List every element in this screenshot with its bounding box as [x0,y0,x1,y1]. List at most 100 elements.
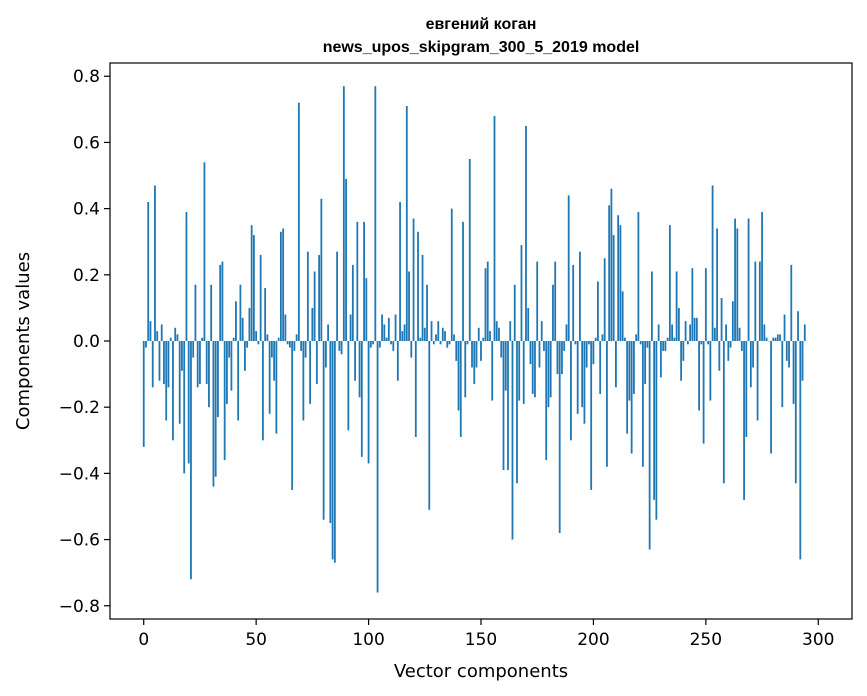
bar-118 [408,271,410,341]
bar-181 [549,341,552,398]
bar-182 [552,284,554,341]
bar-187 [563,341,566,351]
y-tick-label: −0.4 [59,464,100,484]
x-tick-label: 200 [577,630,609,650]
bar-193 [576,341,579,414]
bar-21 [190,341,192,580]
bar-85 [333,341,336,563]
bar-184 [556,341,559,375]
bar-22 [192,341,195,358]
bar-192 [574,341,577,345]
bar-10 [165,341,168,421]
bar-230 [659,341,662,378]
bar-58 [273,341,276,381]
y-tick-label: −0.2 [59,398,100,418]
bar-101 [369,341,372,348]
bar-122 [417,231,419,341]
bar-112 [394,314,397,341]
bar-171 [527,307,530,341]
bar-293 [801,341,804,381]
bar-12 [169,337,172,341]
bar-270 [749,341,752,388]
bar-247 [698,341,700,411]
y-tick-label: −0.6 [59,531,100,551]
bar-258 [722,341,725,484]
bar-190 [570,341,572,441]
bar-205 [603,258,606,341]
bar-16 [178,341,181,424]
bar-218 [633,341,635,394]
bar-23 [194,284,197,341]
bar-248 [700,341,703,345]
x-axis-label: Vector components [394,661,568,682]
bar-259 [725,324,727,341]
bar-225 [648,341,651,550]
bar-203 [599,341,602,394]
bar-239 [680,341,683,381]
bar-93 [351,264,354,341]
bar-79 [320,198,323,341]
bar-188 [565,324,568,341]
bar-119 [410,341,413,358]
bar-141 [459,341,462,437]
bar-154 [489,331,491,341]
bar-133 [441,327,444,341]
bar-186 [561,341,563,375]
bar-266 [740,341,743,351]
bar-18 [183,341,186,474]
bar-226 [650,271,653,341]
bar-256 [718,341,721,371]
bar-145 [468,158,471,341]
x-tick-label: 0 [138,630,149,650]
y-tick-label: 0.8 [73,67,100,87]
bar-261 [729,341,732,348]
y-tick-label: 0.0 [73,332,100,352]
bar-8 [160,324,163,341]
bar-34 [219,264,222,341]
bar-174 [534,341,536,398]
bar-86 [336,251,338,341]
y-tick-label: 0.4 [73,200,100,220]
bar-140 [457,341,460,411]
bar-149 [477,327,480,341]
y-tick-label: −0.8 [59,597,100,617]
bar-36 [223,341,226,461]
bar-252 [709,341,712,401]
bar-274 [758,261,761,341]
bar-235 [671,324,674,341]
bar-115 [401,331,404,341]
bar-123 [419,337,422,341]
bar-285 [783,314,786,341]
bar-50 [255,331,258,341]
bar-87 [338,341,341,351]
bar-172 [529,341,532,365]
bar-31 [212,341,215,487]
bar-72 [304,341,307,358]
bar-64 [286,341,289,345]
bar-45 [244,341,246,371]
bar-19 [185,211,188,341]
bar-66 [291,341,294,490]
bar-245 [693,317,696,341]
bar-84 [331,341,334,560]
bar-162 [507,341,509,471]
bar-5 [154,185,156,341]
x-tick-label: 150 [465,630,497,650]
y-tick-label: 0.6 [73,133,100,153]
bar-280 [772,337,775,341]
bar-253 [711,185,714,341]
bar-243 [689,324,692,341]
bar-150 [480,341,482,361]
bar-153 [486,261,489,341]
bar-179 [545,341,548,461]
bar-185 [558,341,561,533]
bar-232 [664,341,667,351]
bar-206 [606,341,608,467]
bar-131 [437,321,440,341]
bar-155 [491,341,494,401]
bar-276 [763,324,766,341]
chart-title: евгений коган [426,16,537,33]
bar-27 [203,162,206,341]
bar-51 [257,341,260,345]
